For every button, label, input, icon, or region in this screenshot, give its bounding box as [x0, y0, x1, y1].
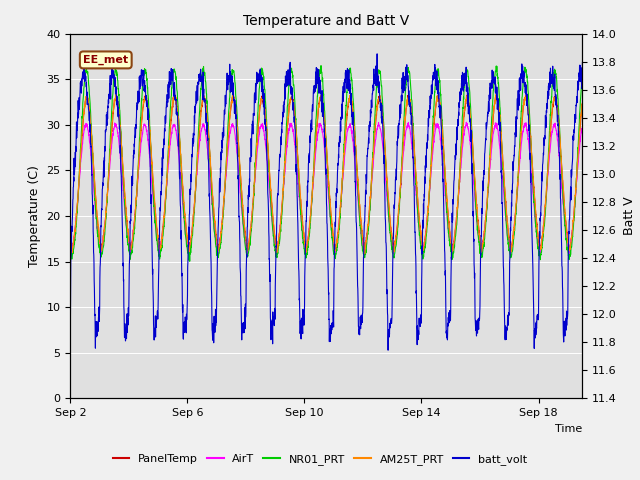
- Y-axis label: Batt V: Batt V: [623, 197, 636, 235]
- Text: EE_met: EE_met: [83, 55, 129, 65]
- X-axis label: Time: Time: [555, 424, 582, 433]
- Title: Temperature and Batt V: Temperature and Batt V: [243, 14, 410, 28]
- Legend: PanelTemp, AirT, NR01_PRT, AM25T_PRT, batt_volt: PanelTemp, AirT, NR01_PRT, AM25T_PRT, ba…: [108, 450, 532, 469]
- Y-axis label: Temperature (C): Temperature (C): [28, 165, 41, 267]
